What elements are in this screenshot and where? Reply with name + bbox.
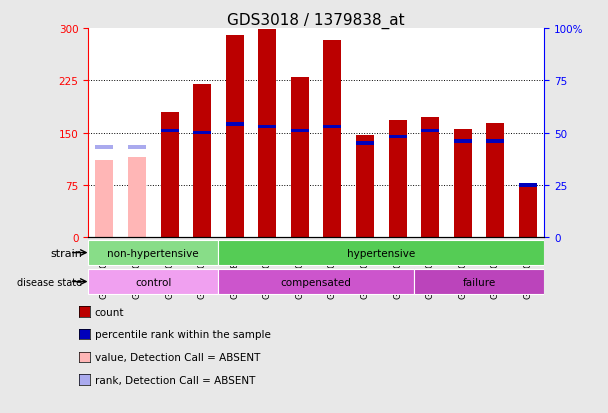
Text: hypertensive: hypertensive bbox=[347, 248, 415, 258]
Bar bbox=[88, 241, 218, 265]
Text: control: control bbox=[135, 277, 171, 287]
Bar bbox=[519, 184, 537, 187]
Bar bbox=[389, 135, 407, 139]
Bar bbox=[356, 135, 374, 237]
Bar bbox=[421, 129, 439, 133]
Text: failure: failure bbox=[463, 277, 496, 287]
Bar bbox=[128, 146, 146, 150]
Bar bbox=[519, 183, 537, 237]
Bar bbox=[226, 36, 244, 237]
Bar bbox=[218, 270, 414, 294]
Text: percentile rank within the sample: percentile rank within the sample bbox=[95, 330, 271, 339]
Bar bbox=[161, 129, 179, 133]
Bar bbox=[193, 85, 211, 237]
Text: non-hypertensive: non-hypertensive bbox=[108, 248, 199, 258]
Bar bbox=[291, 129, 309, 133]
Bar bbox=[414, 270, 544, 294]
Text: strain: strain bbox=[50, 248, 82, 258]
Text: disease state: disease state bbox=[17, 277, 82, 287]
Bar bbox=[323, 125, 342, 129]
Bar bbox=[95, 161, 114, 237]
Title: GDS3018 / 1379838_at: GDS3018 / 1379838_at bbox=[227, 13, 405, 29]
Bar bbox=[128, 157, 146, 237]
Bar bbox=[218, 241, 544, 265]
Bar bbox=[454, 130, 472, 237]
Text: value, Detection Call = ABSENT: value, Detection Call = ABSENT bbox=[95, 352, 260, 362]
Bar bbox=[161, 112, 179, 237]
Bar bbox=[88, 270, 218, 294]
Text: count: count bbox=[95, 307, 125, 317]
Text: compensated: compensated bbox=[281, 277, 351, 287]
Text: rank, Detection Call = ABSENT: rank, Detection Call = ABSENT bbox=[95, 375, 255, 385]
Bar bbox=[226, 123, 244, 127]
Bar bbox=[454, 140, 472, 143]
Bar bbox=[421, 118, 439, 237]
Bar bbox=[258, 125, 276, 129]
Bar bbox=[323, 41, 342, 237]
Bar bbox=[258, 30, 276, 237]
Bar bbox=[95, 146, 114, 150]
Bar bbox=[291, 78, 309, 237]
Bar bbox=[193, 131, 211, 135]
Bar bbox=[389, 121, 407, 237]
Bar bbox=[486, 124, 504, 237]
Bar bbox=[486, 140, 504, 143]
Bar bbox=[356, 142, 374, 145]
